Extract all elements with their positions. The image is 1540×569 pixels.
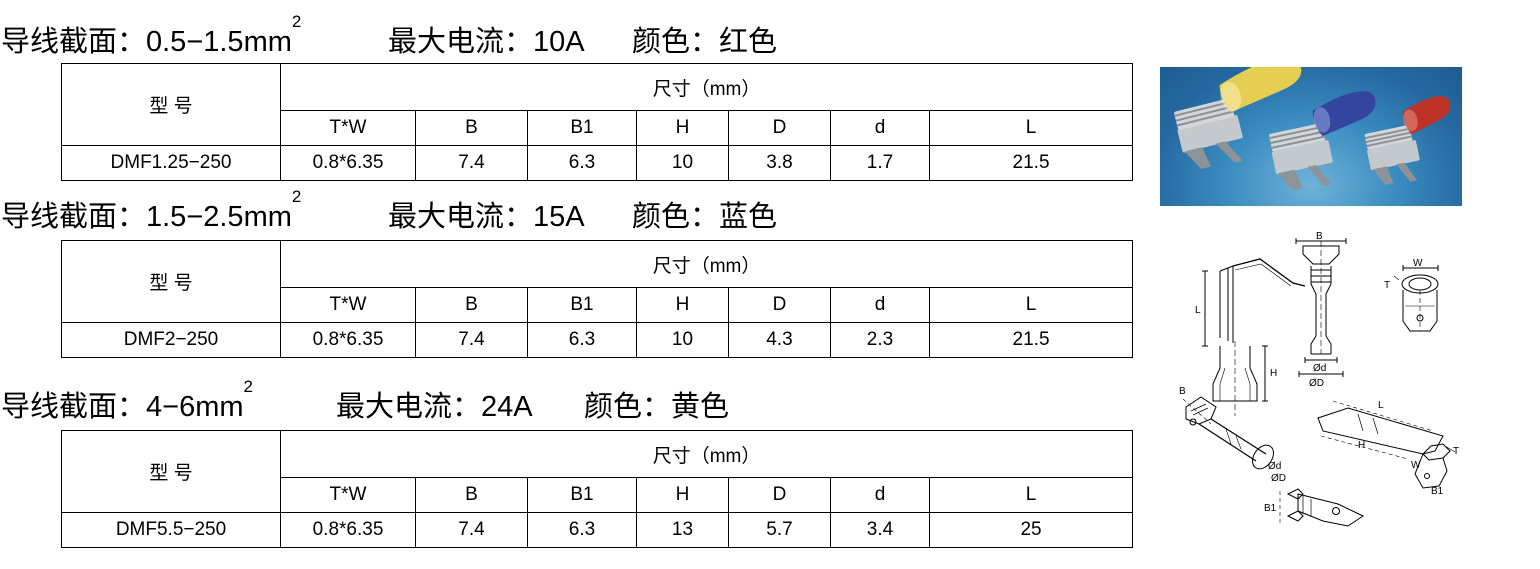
svg-text:ØD: ØD [1309,378,1324,389]
svg-text:Ød: Ød [1268,461,1281,472]
svg-text:T: T [1384,280,1390,291]
svg-text:B1: B1 [1264,503,1277,514]
svg-text:W: W [1413,258,1423,269]
svg-text:L: L [1378,400,1384,411]
svg-text:H: H [1358,440,1365,451]
svg-text:B: B [1316,231,1323,242]
svg-text:W: W [1411,460,1421,471]
svg-text:ØD: ØD [1271,473,1286,484]
svg-text:Ød: Ød [1313,363,1326,374]
svg-text:H: H [1270,368,1277,379]
svg-text:B1: B1 [1431,486,1444,497]
svg-text:L: L [1195,305,1201,316]
svg-text:B: B [1179,386,1186,397]
